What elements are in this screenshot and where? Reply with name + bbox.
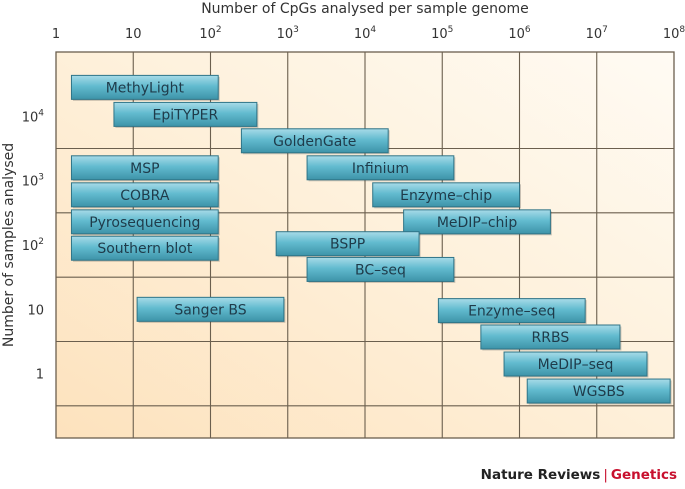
bar-rrbs: RRBS <box>480 324 622 351</box>
bar-label: Infinium <box>352 161 409 177</box>
bar-label: RRBS <box>532 330 570 346</box>
credit-section: Genetics <box>610 467 677 483</box>
bar-label: GoldenGate <box>273 134 356 150</box>
bar-infinium: Infinium <box>306 155 456 182</box>
x-tick-label: 107 <box>586 25 608 42</box>
bar-label: Enzyme–chip <box>400 188 492 204</box>
bar-rect <box>526 378 671 404</box>
bar-rect <box>70 209 219 235</box>
bar-rect <box>70 182 219 208</box>
bar-bspp: BSPP <box>275 231 421 258</box>
bar-label: Enzyme–seq <box>468 304 555 320</box>
x-tick-label: 108 <box>663 25 685 42</box>
x-tick-labels: 1 10 102 103 104 105 106 107 108 <box>52 25 685 42</box>
x-tick-label: 105 <box>431 25 453 42</box>
bar-rect <box>240 128 389 154</box>
bar-epityper: EpiTYPER <box>113 101 259 128</box>
bar-rect <box>403 209 551 235</box>
bar-label: MethyLight <box>106 80 185 96</box>
bar-rect <box>113 101 258 127</box>
bar-rect <box>70 74 219 100</box>
bar-rect <box>306 256 455 282</box>
bar-enzyme-seq: Enzyme–seq <box>437 298 587 325</box>
bar-label: BC–seq <box>355 262 406 278</box>
x-tick-label: 104 <box>354 25 377 42</box>
y-tick-label: 10 <box>27 303 44 318</box>
y-tick-label: 103 <box>22 173 44 190</box>
credit-separator: | <box>603 467 608 483</box>
bar-rect <box>136 296 285 322</box>
x-tick-label: 1 <box>52 27 60 42</box>
bar-medip-seq: MeDIP–seq <box>503 351 649 378</box>
x-tick-label: 106 <box>508 25 531 42</box>
bar-rect <box>70 235 219 261</box>
bar-rect <box>480 324 621 350</box>
y-tick-label: 102 <box>22 237 44 254</box>
bar-sanger-bs: Sanger BS <box>136 296 286 323</box>
bar-bc-seq: BC–seq <box>306 256 456 283</box>
bar-southern-blot: Southern blot <box>70 235 220 262</box>
bar-cobra: COBRA <box>70 182 220 209</box>
bar-medip-chip: MeDIP–chip <box>403 209 552 236</box>
bar-methylight: MethyLight <box>70 74 220 101</box>
bar-rect <box>503 351 648 377</box>
y-tick-label: 104 <box>22 108 45 125</box>
bar-label: MeDIP–chip <box>437 215 518 231</box>
bar-goldengate: GoldenGate <box>240 128 390 155</box>
bar-rect <box>70 155 219 181</box>
bar-pyrosequencing: Pyrosequencing <box>70 209 220 236</box>
x-tick-label: 102 <box>199 25 221 42</box>
bar-wgsbs: WGSBS <box>526 378 672 405</box>
bar-rect <box>306 155 455 181</box>
bar-label: MSP <box>130 161 159 177</box>
bar-label: Southern blot <box>97 241 192 257</box>
bar-enzyme-chip: Enzyme–chip <box>372 182 521 209</box>
y-tick-label: 1 <box>36 368 44 383</box>
bar-rect <box>372 182 520 208</box>
bar-label: WGSBS <box>573 384 625 400</box>
bar-label: Sanger BS <box>174 302 246 318</box>
plot-frame <box>55 51 675 439</box>
y-axis-title: Number of samples analysed <box>1 143 17 347</box>
x-tick-label: 10 <box>125 27 142 42</box>
bar-label: Pyrosequencing <box>89 215 200 231</box>
credit-journal: Nature Reviews <box>480 467 601 483</box>
bar-label: EpiTYPER <box>153 107 219 123</box>
journal-credit: Nature Reviews | Genetics <box>481 467 677 483</box>
bar-rect <box>275 231 420 257</box>
bar-msp: MSP <box>70 155 220 182</box>
x-tick-label: 103 <box>277 25 299 42</box>
x-axis-title: Number of CpGs analysed per sample genom… <box>201 1 529 17</box>
bar-rect <box>437 298 586 324</box>
bar-label: MeDIP–seq <box>538 357 614 373</box>
bar-label: COBRA <box>120 188 170 204</box>
bars: MethyLight EpiTYPER GoldenGate Infinium MSP E… <box>70 74 672 405</box>
bar-label: BSPP <box>330 237 365 253</box>
